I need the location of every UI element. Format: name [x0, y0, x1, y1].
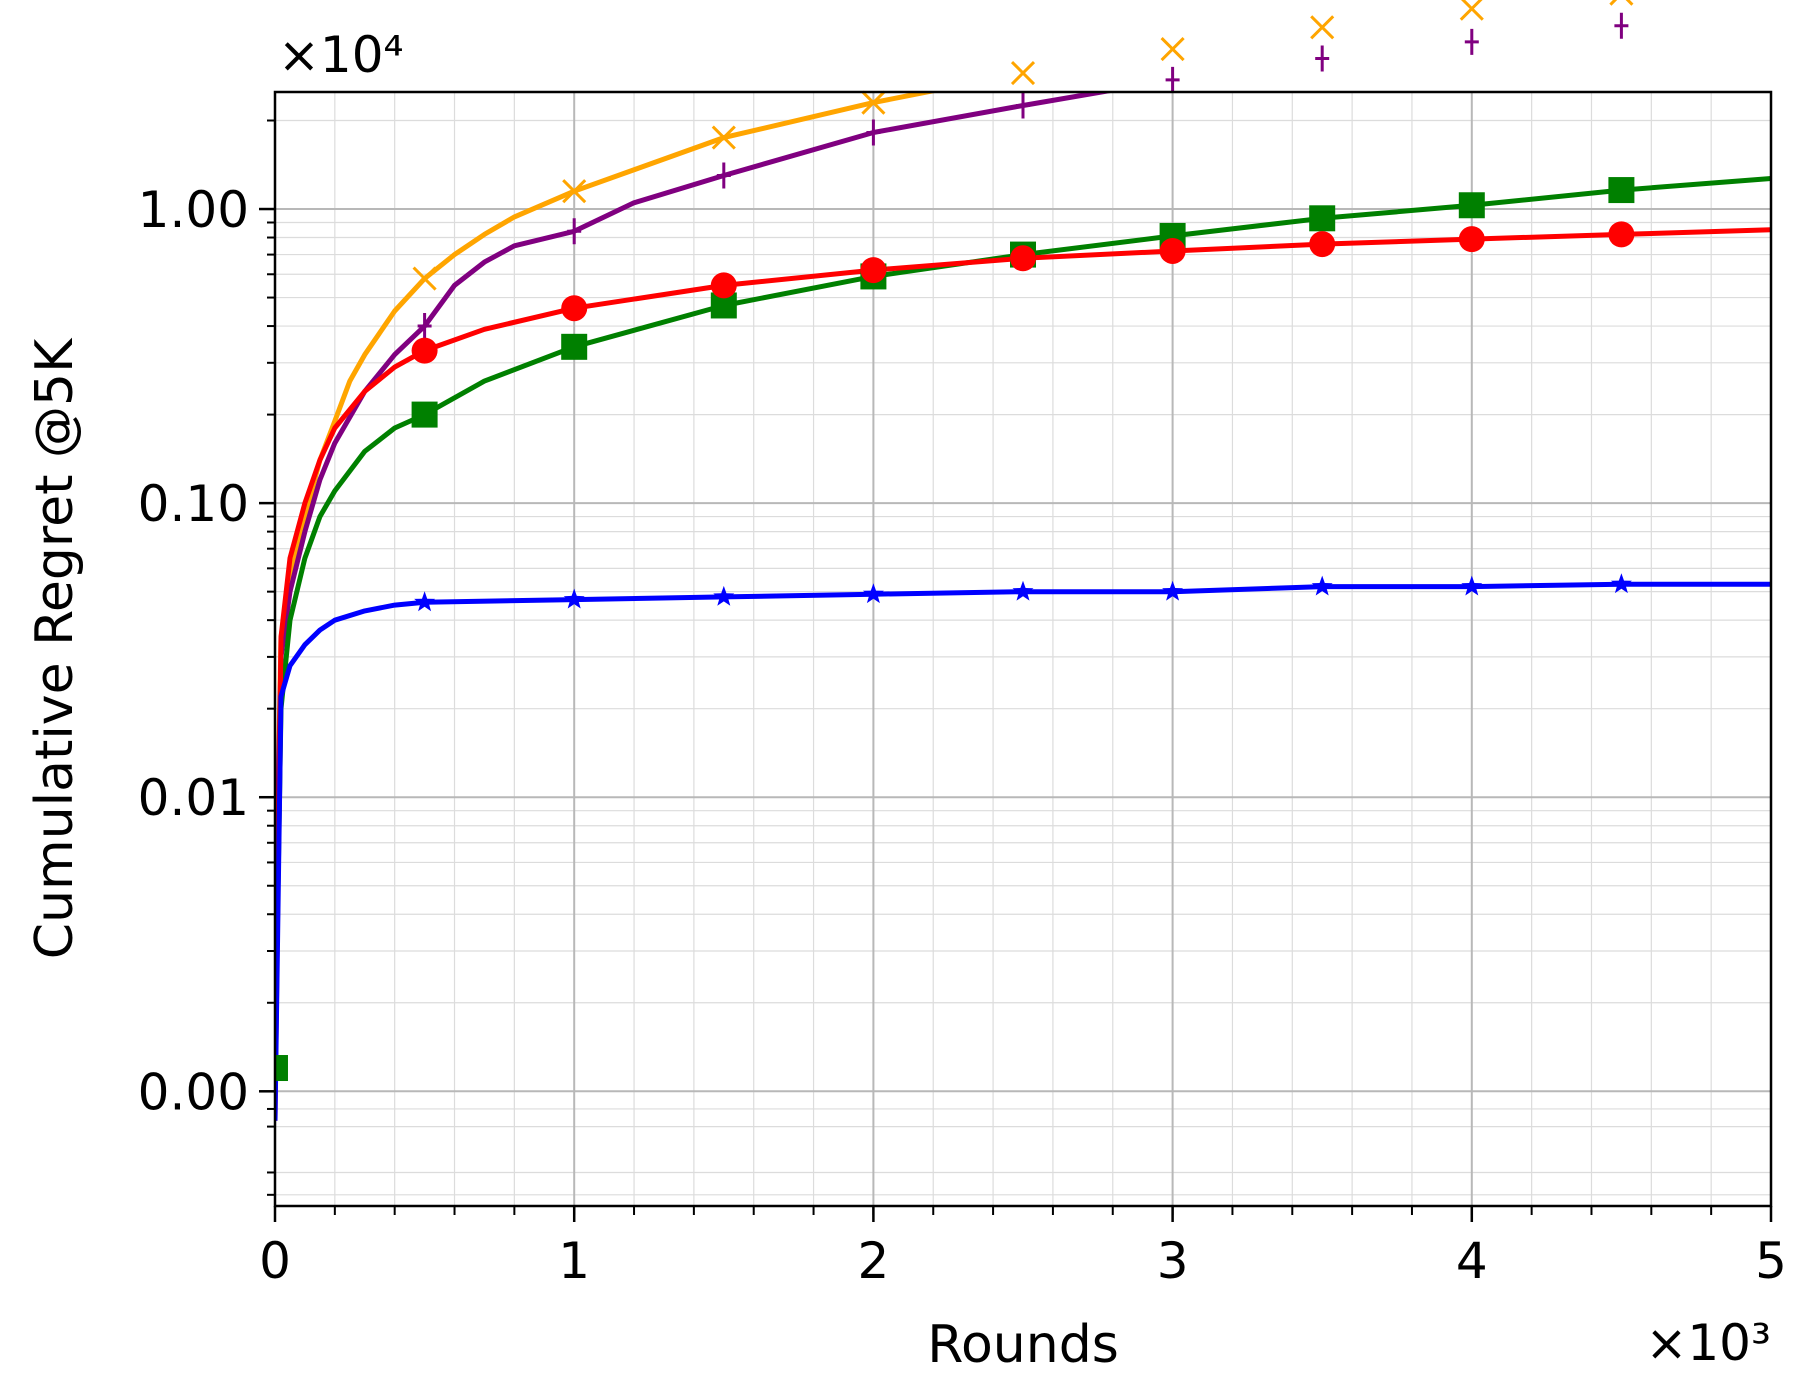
series-marker [1608, 177, 1635, 204]
series-layer [275, 92, 1771, 1121]
series-marker [562, 179, 587, 204]
tick-labels: 0 1 2 3 4 5 0.00 0.01 0.10 1.00 [138, 181, 1787, 1290]
series-marker [860, 257, 887, 284]
y-tick-label: 0.10 [138, 475, 249, 533]
series-marker [1016, 92, 1030, 119]
series-marker [561, 333, 588, 360]
series-marker [866, 119, 881, 146]
series-marker [1165, 66, 1180, 93]
series-line [275, 227, 1771, 1121]
y-axis-label: Cumulative Regret @5K [25, 337, 85, 959]
series-marker [1160, 36, 1185, 62]
series-marker [861, 90, 886, 115]
series-line [275, 92, 1117, 952]
series-marker [1159, 237, 1186, 264]
series-marker [1461, 575, 1483, 596]
x-axis-label: Rounds [927, 1315, 1119, 1375]
series-marker [710, 272, 737, 299]
series-marker [1311, 575, 1333, 596]
series-marker [1309, 205, 1336, 232]
x-tick-label: 3 [1157, 1232, 1189, 1290]
series-marker [1610, 573, 1632, 594]
x-tick-label: 2 [857, 1232, 889, 1290]
series-marker [275, 1055, 288, 1082]
series-marker [1010, 60, 1036, 86]
series-marker [1459, 0, 1484, 21]
y-tick-label: 1.00 [138, 181, 249, 239]
series-marker [567, 218, 582, 245]
series-marker [716, 162, 731, 189]
series-line [275, 581, 1771, 1121]
x-tick-label: 4 [1456, 1232, 1488, 1290]
y-multiplier-label: ×10⁴ [278, 26, 404, 84]
series-marker [862, 583, 884, 604]
series-marker [417, 313, 432, 340]
series-marker [1609, 0, 1634, 6]
plot-frame [273, 90, 1773, 1208]
series-marker [713, 585, 735, 606]
series-marker [563, 588, 585, 609]
series-marker [1458, 226, 1485, 253]
series-marker [561, 295, 588, 322]
y-tick-label: 0.01 [138, 769, 249, 827]
series-marker [1315, 45, 1330, 72]
series-marker [1458, 192, 1485, 219]
series-marker [411, 401, 438, 428]
series-marker [1012, 580, 1034, 601]
series-marker [1614, 12, 1629, 39]
series-marker [411, 337, 438, 364]
x-tick-label: 1 [558, 1232, 590, 1290]
x-tick-label: 5 [1755, 1232, 1787, 1290]
x-tick-label: 0 [259, 1232, 291, 1290]
series-marker [414, 591, 436, 612]
series-marker [1309, 231, 1336, 258]
series-marker [1162, 580, 1184, 601]
series-marker [711, 125, 736, 150]
series-marker [412, 266, 437, 291]
series-marker [1464, 28, 1479, 55]
axis-ticks [259, 119, 1773, 1222]
series-line [275, 176, 1771, 1069]
series-line [275, 92, 940, 952]
x-multiplier-label: ×10³ [1645, 1314, 1771, 1372]
series-marker [1608, 221, 1635, 248]
series-marker [1010, 245, 1036, 272]
y-tick-label: 0.00 [138, 1063, 249, 1121]
series-marker [1310, 15, 1335, 40]
marker-layer [275, 0, 1635, 1082]
